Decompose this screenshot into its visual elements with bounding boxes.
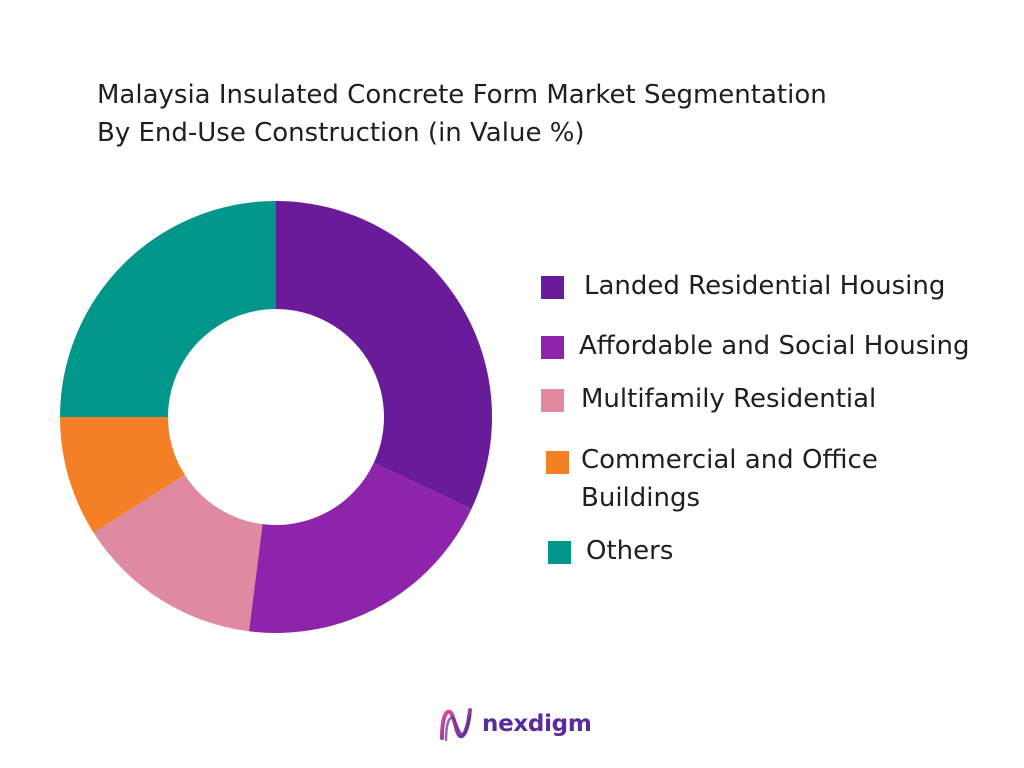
donut-slice-multifamily-residential (93, 474, 263, 632)
chart-title-line: Malaysia Insulated Concrete Form Market … (97, 80, 827, 110)
donut-slice-landed-residential-housing (276, 201, 492, 509)
chart-subtitle-line: By End-Use Construction (in Value %) (97, 118, 585, 148)
nexdigm-logo-icon (440, 708, 472, 742)
logo-text: nexdigm (482, 711, 592, 737)
chart-title: Malaysia Insulated Concrete Form Market … (97, 76, 827, 152)
donut-slice-others (60, 201, 276, 417)
donut-slice-affordable-and-social-housing (248, 462, 472, 633)
donut-slice-commercial-and-office-buildings (60, 417, 185, 533)
brand-logo: nexdigm (438, 702, 592, 746)
